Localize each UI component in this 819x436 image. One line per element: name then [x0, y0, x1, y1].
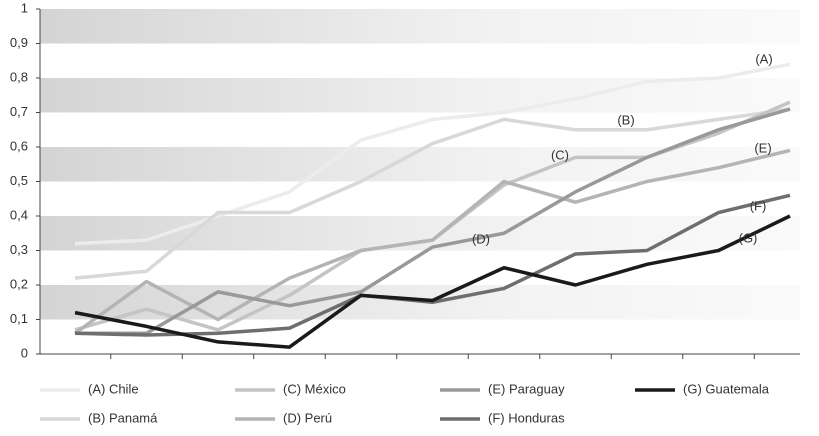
annotation: (E): [754, 140, 771, 155]
y-tick-label: 0,3: [10, 242, 28, 257]
y-tick-label: 0,8: [10, 69, 28, 84]
legend-label: (E) Paraguay: [488, 381, 565, 396]
legend-label: (G) Guatemala: [683, 381, 770, 396]
grid-band: [40, 78, 800, 113]
y-tick-label: 0,9: [10, 35, 28, 50]
line-series: [75, 107, 791, 336]
annotation: (C): [551, 147, 569, 162]
line-series: [74, 107, 791, 280]
y-tick-label: 1: [21, 0, 28, 15]
annotation: (B): [617, 112, 634, 127]
y-tick-label: 0,4: [10, 207, 28, 222]
grid-band: [40, 9, 800, 44]
y-tick-label: 0,5: [10, 173, 28, 188]
y-tick-label: 0: [21, 345, 28, 360]
y-tick-label: 0,1: [10, 311, 28, 326]
grid-band: [40, 216, 800, 251]
annotation: (D): [472, 231, 490, 246]
y-tick-label: 0,6: [10, 138, 28, 153]
annotation: (A): [755, 51, 772, 66]
y-tick-label: 0,2: [10, 276, 28, 291]
y-tick-label: 0,7: [10, 104, 28, 119]
legend-label: (D) Perú: [283, 410, 332, 425]
line-series: [74, 62, 791, 246]
annotation: (G): [739, 230, 758, 245]
annotation: (F): [750, 198, 767, 213]
legend-label: (A) Chile: [88, 381, 139, 396]
grid-band: [40, 147, 800, 182]
legend-label: (B) Panamá: [88, 410, 158, 425]
line-series: [74, 214, 791, 349]
legend-label: (F) Honduras: [488, 410, 565, 425]
legend-label: (C) México: [283, 381, 346, 396]
